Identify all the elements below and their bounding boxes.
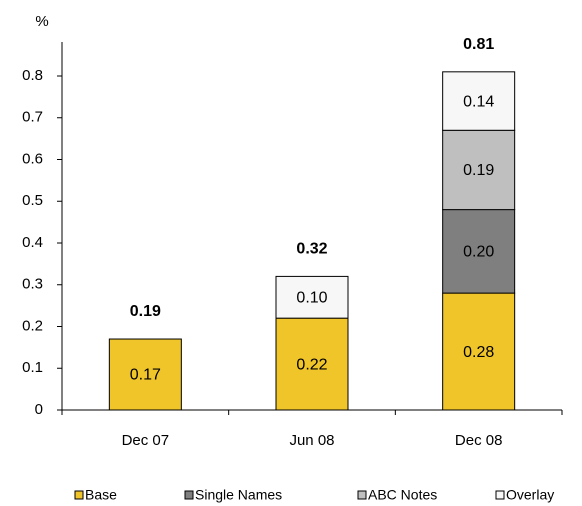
- y-tick-label: 0.2: [22, 317, 43, 334]
- y-axis-unit-label: %: [35, 13, 48, 30]
- bar-segment-base: [108, 338, 182, 411]
- x-tick-label: Jun 08: [289, 432, 334, 449]
- bar-segment-abc-notes: [442, 129, 516, 211]
- y-tick-label: 0.4: [22, 234, 43, 251]
- y-tick-label: 0.6: [22, 150, 43, 167]
- bar-segment-overlay: [442, 71, 516, 131]
- bar-total-label: 0.19: [130, 303, 161, 320]
- legend-label: Base: [85, 487, 117, 503]
- bar-segment-label: 0.14: [463, 93, 494, 110]
- bar-total-label: 0.32: [296, 241, 327, 258]
- legend-swatch-abc-notes: [357, 490, 367, 500]
- y-tick-label: 0.3: [22, 276, 43, 293]
- x-tick-label: Dec 07: [122, 432, 170, 449]
- bar-segment-label: 0.28: [463, 344, 494, 361]
- bar-segment-label: 0.20: [463, 244, 494, 261]
- bar-total-label: 0.81: [463, 36, 494, 53]
- y-tick-label: 0.5: [22, 192, 43, 209]
- y-tick-label: 0: [35, 401, 43, 418]
- bar-segment-label: 0.22: [296, 356, 327, 373]
- bar-segment-base: [275, 317, 349, 411]
- x-tick-label: Dec 08: [455, 432, 503, 449]
- legend-swatch-single-names: [184, 490, 194, 500]
- legend-swatch-base: [74, 490, 84, 500]
- bar-segment-single-names: [442, 209, 516, 294]
- bar-segment-label: 0.10: [296, 289, 327, 306]
- bar-segment-base: [442, 292, 516, 411]
- bar-segment-overlay: [275, 275, 349, 319]
- legend-label: Single Names: [195, 487, 282, 503]
- y-tick-label: 0.7: [22, 109, 43, 126]
- legend-label: ABC Notes: [368, 487, 437, 503]
- bar-segment-label: 0.19: [463, 162, 494, 179]
- y-tick-label: 0.8: [22, 67, 43, 84]
- bar-segment-label: 0.17: [130, 367, 161, 384]
- y-tick-label: 0.1: [22, 359, 43, 376]
- legend-label: Overlay: [506, 487, 554, 503]
- legend-swatch-overlay: [495, 490, 505, 500]
